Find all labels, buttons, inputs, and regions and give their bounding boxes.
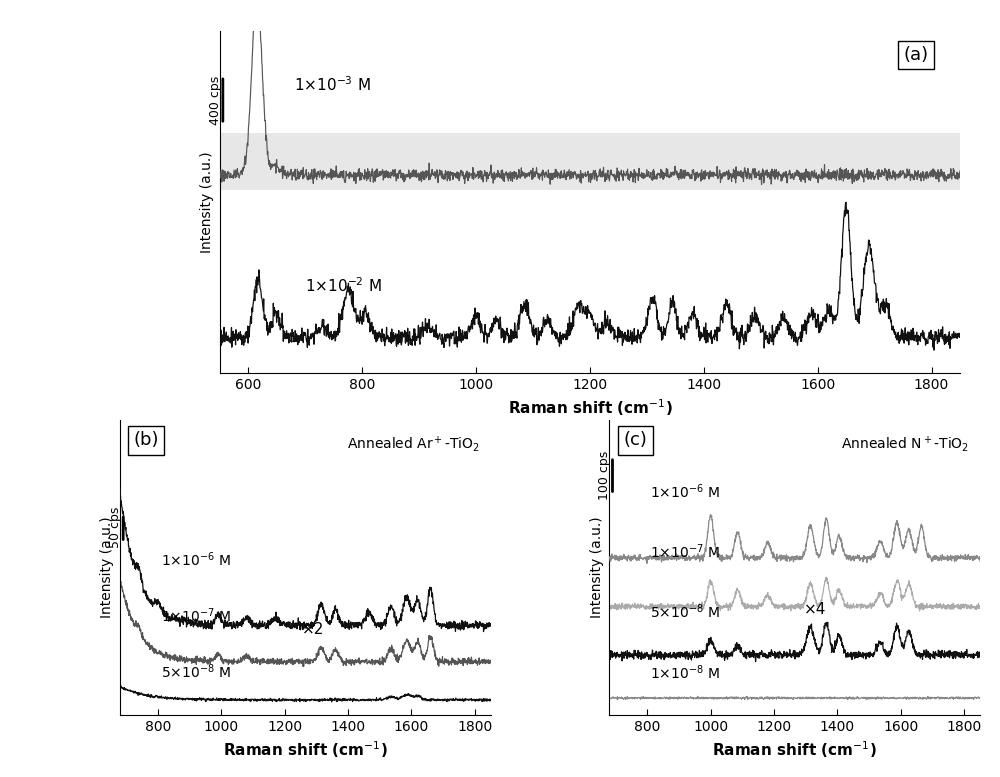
Text: ×2: ×2: [302, 622, 325, 636]
Text: 1×10$^{-2}$ M: 1×10$^{-2}$ M: [305, 277, 382, 295]
Text: 1×10$^{-7}$ M: 1×10$^{-7}$ M: [650, 542, 720, 561]
Text: 1×10$^{-3}$ M: 1×10$^{-3}$ M: [294, 75, 371, 94]
Text: (c): (c): [623, 431, 647, 449]
Text: 100 cps: 100 cps: [598, 451, 611, 500]
Text: 1×10$^{-6}$ M: 1×10$^{-6}$ M: [650, 483, 720, 501]
Text: 400 cps: 400 cps: [209, 75, 222, 124]
Text: (a): (a): [903, 46, 928, 64]
Y-axis label: Intensity (a.u.): Intensity (a.u.): [100, 517, 114, 618]
Text: 1×10$^{-7}$ M: 1×10$^{-7}$ M: [161, 606, 231, 625]
Text: ×4: ×4: [804, 602, 827, 617]
Y-axis label: Intensity (a.u.): Intensity (a.u.): [200, 152, 214, 253]
Bar: [220, 133, 960, 190]
Text: Annealed Ar$^+$-TiO$_2$: Annealed Ar$^+$-TiO$_2$: [347, 434, 480, 454]
Text: 5×10$^{-8}$ M: 5×10$^{-8}$ M: [650, 602, 720, 621]
Text: 1×10$^{-8}$ M: 1×10$^{-8}$ M: [650, 664, 720, 682]
X-axis label: Raman shift (cm$^{-1}$): Raman shift (cm$^{-1}$): [223, 739, 388, 760]
Text: 5×10$^{-8}$ M: 5×10$^{-8}$ M: [161, 663, 231, 681]
Text: (b): (b): [133, 431, 159, 449]
X-axis label: Raman shift (cm$^{-1}$): Raman shift (cm$^{-1}$): [712, 739, 877, 760]
Text: 50 cps: 50 cps: [109, 507, 122, 548]
X-axis label: Raman shift (cm$^{-1}$): Raman shift (cm$^{-1}$): [508, 397, 672, 418]
Y-axis label: Intensity (a.u.): Intensity (a.u.): [590, 517, 604, 618]
Text: Annealed N$^+$-TiO$_2$: Annealed N$^+$-TiO$_2$: [841, 434, 969, 454]
Text: 1×10$^{-6}$ M: 1×10$^{-6}$ M: [161, 550, 231, 569]
